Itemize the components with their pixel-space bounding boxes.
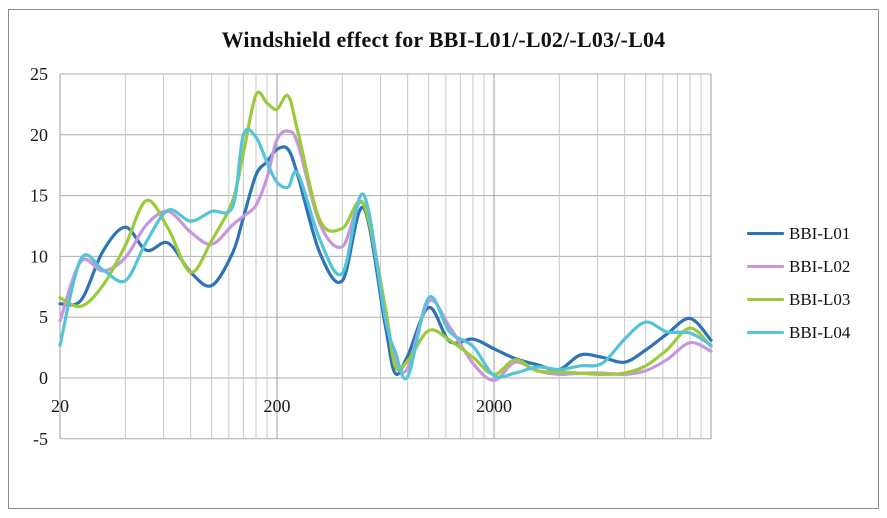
y-tick-label: 5 (39, 307, 48, 327)
y-tick-label: 0 (39, 368, 48, 388)
chart-title: Windshield effect for BBI-L01/-L02/-L03/… (221, 27, 666, 52)
legend-swatch-bbi-l02 (747, 265, 784, 268)
legend-label-bbi-l04: BBI-L04 (789, 322, 851, 342)
legend-item-bbi-l02: BBI-L02 (747, 250, 850, 283)
series-line-bbi-l03 (58, 90, 713, 377)
series-line-bbi-l02 (58, 129, 713, 382)
legend-item-bbi-l01: BBI-L01 (747, 217, 850, 250)
legend-item-bbi-l04: BBI-L04 (747, 316, 850, 349)
legend: BBI-L01 BBI-L02 BBI-L03 BBI-L04 (747, 217, 850, 349)
y-tick-label: 15 (30, 186, 48, 206)
x-tick-label: 200 (264, 396, 291, 416)
legend-swatch-bbi-l01 (747, 232, 784, 235)
legend-label-bbi-l01: BBI-L01 (789, 223, 851, 243)
x-tick-label: 20 (51, 396, 69, 416)
y-tick-label: 10 (30, 246, 48, 266)
y-tick-label: 25 (30, 64, 48, 84)
y-tick-label: 20 (30, 125, 48, 145)
series-line-bbi-l04 (58, 127, 713, 381)
legend-swatch-bbi-l04 (747, 331, 784, 334)
legend-swatch-bbi-l03 (747, 298, 784, 301)
legend-item-bbi-l03: BBI-L03 (747, 283, 850, 316)
x-tick-label: 2000 (476, 396, 512, 416)
legend-label-bbi-l03: BBI-L03 (789, 289, 851, 309)
series-line-bbi-l01 (58, 145, 713, 376)
legend-label-bbi-l02: BBI-L02 (789, 256, 851, 276)
y-tick-label: -5 (33, 429, 48, 449)
